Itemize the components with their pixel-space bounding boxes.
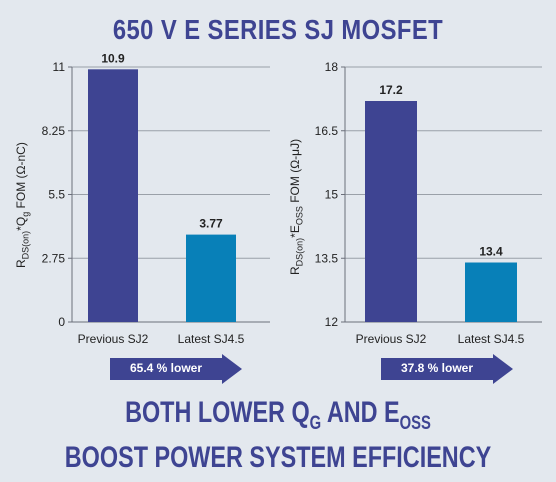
y-axis-label-left: RDS(on)*Qg FOM (Ω-nC) <box>14 142 31 268</box>
y-tick-label: 16.5 <box>315 124 339 138</box>
bar <box>365 101 417 322</box>
bar <box>88 69 138 323</box>
reduction-arrow-left: 65.4 % lower <box>110 354 242 384</box>
x-category-label: Latest SJ4.5 <box>178 332 245 346</box>
y-tick-label: 5.5 <box>48 188 65 202</box>
footer-headline: BOTH LOWER QG AND EOSS BOOST POWER SYSTE… <box>0 396 556 475</box>
bar <box>465 262 517 322</box>
y-tick-label: 2.75 <box>42 251 66 265</box>
footer-line-1: BOTH LOWER QG AND EOSS <box>125 396 431 434</box>
reduction-label-right: 37.8 % lower <box>400 361 474 375</box>
y-tick-label: 13.5 <box>315 251 339 265</box>
data-label: 13.4 <box>479 245 503 259</box>
y-axis-label-right: RDS(on)*EOSS FOM (Ω-μJ) <box>288 138 305 275</box>
y-tick-label: 18 <box>325 60 339 74</box>
data-label: 17.2 <box>379 83 403 97</box>
y-tick-label: 12 <box>325 315 339 329</box>
bar <box>186 234 236 322</box>
x-category-label: Previous SJ2 <box>78 332 149 346</box>
y-tick-label: 0 <box>58 315 65 329</box>
x-category-label: Previous SJ2 <box>356 332 427 346</box>
footer-line-2: BOOST POWER SYSTEM EFFICIENCY <box>64 441 492 474</box>
reduction-arrow-right: 37.8 % lower <box>381 354 513 384</box>
x-category-label: Latest SJ4.5 <box>458 332 525 346</box>
y-tick-label: 15 <box>325 188 339 202</box>
chart-title: 650 V E SERIES SJ MOSFET <box>112 14 444 45</box>
data-label: 10.9 <box>101 51 125 65</box>
reduction-label-left: 65.4 % lower <box>129 361 203 375</box>
y-tick-label: 11 <box>53 60 66 74</box>
y-tick-label: 8.25 <box>42 124 66 138</box>
data-label: 3.77 <box>199 217 223 231</box>
